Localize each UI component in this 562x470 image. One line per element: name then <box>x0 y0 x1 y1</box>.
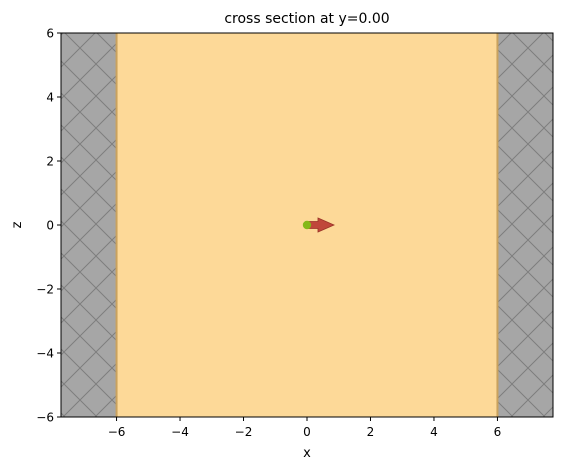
chart-title: cross section at y=0.00 <box>224 11 389 27</box>
y-tick-label: 2 <box>46 155 54 169</box>
marks-layer <box>302 217 335 233</box>
x-tick-label: −2 <box>235 425 253 439</box>
pml-region-right-hatch <box>497 33 553 417</box>
y-tick-label: 4 <box>46 91 54 105</box>
y-tick-label: −2 <box>36 283 54 297</box>
x-axis: −6 −4 −2 0 2 4 6 <box>108 417 502 439</box>
y-axis-label: z <box>10 221 25 228</box>
x-tick-label: 6 <box>494 425 502 439</box>
x-tick-label: 0 <box>303 425 311 439</box>
source-point <box>302 220 312 230</box>
x-tick-label: −6 <box>108 425 126 439</box>
y-tick-label: −4 <box>36 347 54 361</box>
y-axis: −6 −4 −2 0 2 4 6 <box>36 27 61 425</box>
x-axis-label: x <box>303 446 311 461</box>
plot-area <box>61 33 553 417</box>
x-tick-label: 2 <box>367 425 375 439</box>
pml-region-left-hatch <box>61 33 117 417</box>
x-tick-label: 4 <box>430 425 438 439</box>
y-tick-label: −6 <box>36 411 54 425</box>
y-tick-label: 0 <box>46 219 54 233</box>
x-tick-label: −4 <box>171 425 189 439</box>
y-tick-label: 6 <box>46 27 54 41</box>
